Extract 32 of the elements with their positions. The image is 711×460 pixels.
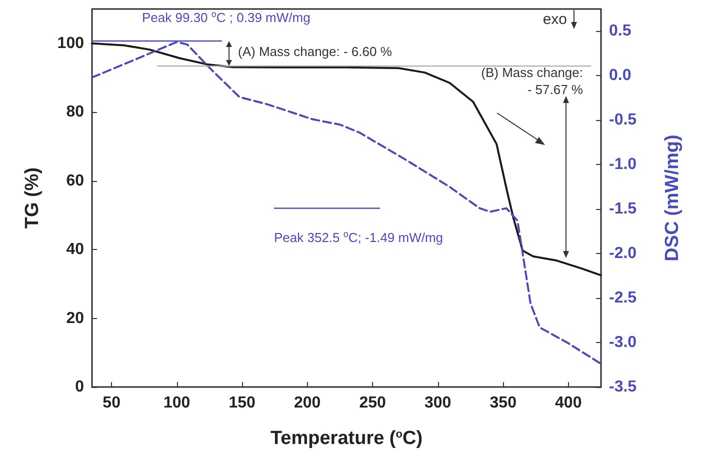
x-tick-label: 350 xyxy=(490,394,517,412)
y-tick-label: 0 xyxy=(75,378,84,396)
annotation: (B) Mass change: - 57.67 % xyxy=(481,65,584,97)
y2-tick-label: -1.0 xyxy=(609,156,637,174)
y-tick-label: 100 xyxy=(57,34,84,52)
y2-axis-title: DSC (mW/mg) xyxy=(662,134,683,262)
y2-tick-label: 0.0 xyxy=(609,67,632,84)
y2-tick-label: 0.5 xyxy=(609,22,632,40)
line-series xyxy=(91,40,601,364)
x-tick-label: 400 xyxy=(555,394,582,412)
y-tick-label: 40 xyxy=(66,241,84,258)
x-tick-label: 200 xyxy=(294,394,321,412)
y2-tick-label: -2.5 xyxy=(609,290,637,307)
line-series xyxy=(91,42,602,276)
x-tick-label: 150 xyxy=(228,394,256,412)
annotation: exo xyxy=(542,11,567,28)
y-tick-label: 60 xyxy=(66,172,84,190)
y2-tick-label: -1.5 xyxy=(609,200,637,218)
annotation: Peak 99.30 $^{o}$C ; 0.39 mW/mg xyxy=(142,9,310,25)
annotation: Peak 352.5 $^{o}$C; -1.49 mW/mg xyxy=(274,229,444,245)
y2-tick-label: -3.0 xyxy=(609,334,637,352)
y-tick-label: 80 xyxy=(66,104,84,121)
y-tick-label: 20 xyxy=(66,310,84,327)
x-tick-label: 250 xyxy=(359,394,386,412)
y-axis-title: TG (%) xyxy=(22,167,43,229)
x-tick-label: 300 xyxy=(424,394,452,412)
x-tick-label: 100 xyxy=(163,394,190,412)
y2-tick-label: -2.0 xyxy=(609,245,637,262)
x-tick-label: 50 xyxy=(102,394,121,412)
annotation: (A) Mass change: - 6.60 % xyxy=(238,44,392,59)
y2-tick-label: -0.5 xyxy=(609,112,637,129)
y2-tick-label: -3.5 xyxy=(609,378,637,396)
